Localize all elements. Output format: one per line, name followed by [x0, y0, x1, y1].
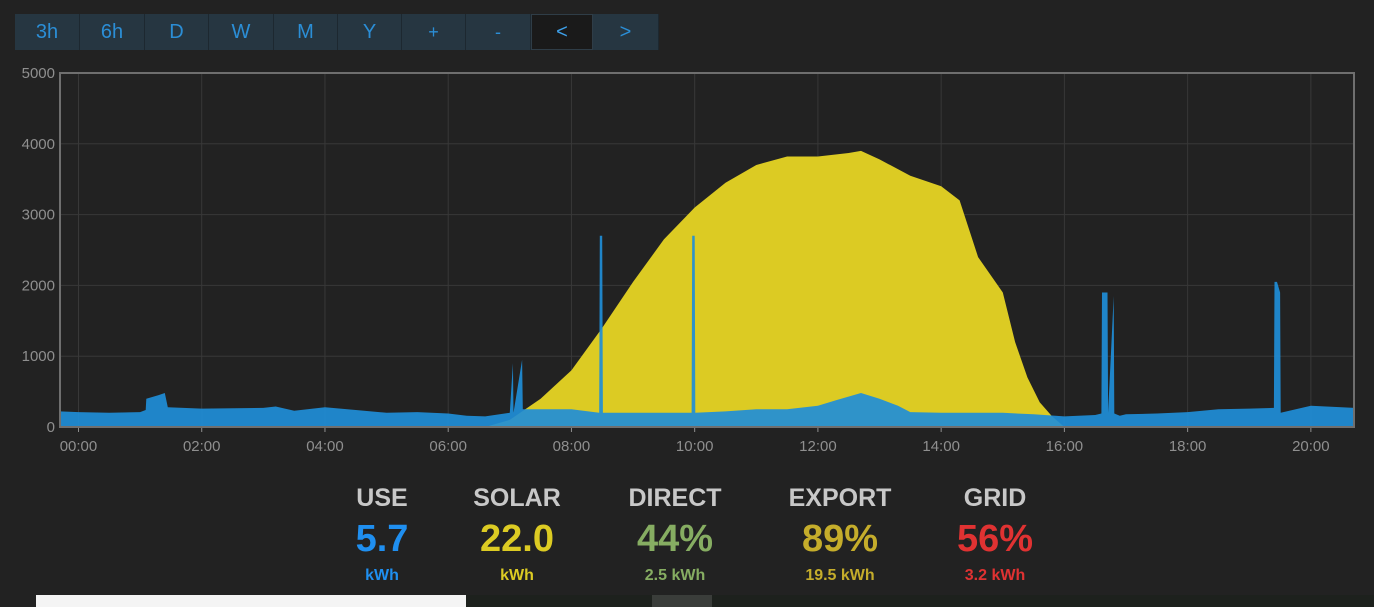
y-tick-label: 1000: [22, 348, 55, 365]
power-chart-svg[interactable]: 0 1000 2000 3000 4000 5000 00:00 02:00 04:00 06:0…: [0, 60, 1374, 460]
x-tick-label: 04:00: [306, 438, 344, 455]
time-range-toolbar: 3h 6h D W M Y + - < >: [15, 14, 659, 50]
bottom-bar: [466, 595, 1374, 607]
y-tick-label: 2000: [22, 277, 55, 294]
stat-value: 44%: [636, 518, 714, 560]
x-tick-label: 12:00: [799, 438, 837, 455]
stat-label: EXPORT: [788, 484, 892, 512]
range-6h-button[interactable]: 6h: [80, 14, 145, 50]
stat-value: 22.0: [480, 518, 554, 560]
stat-solar: SOLAR 22.0 kWh: [437, 484, 597, 585]
range-year-button[interactable]: Y: [338, 14, 402, 50]
x-tick-label: 08:00: [553, 438, 591, 455]
x-tick-label: 18:00: [1169, 438, 1207, 455]
stat-unit: 19.5 kWh: [805, 567, 875, 584]
previous-button[interactable]: <: [531, 14, 593, 50]
bottom-tab[interactable]: [652, 595, 712, 607]
y-tick-label: 5000: [22, 65, 55, 82]
stat-label: USE: [356, 484, 408, 512]
x-tick-label: 16:00: [1046, 438, 1084, 455]
stat-label: GRID: [963, 484, 1027, 512]
zoom-in-button[interactable]: +: [402, 14, 466, 50]
stat-value: 5.7: [355, 518, 409, 560]
range-3h-button[interactable]: 3h: [15, 14, 80, 50]
x-tick-label: 20:00: [1292, 438, 1330, 455]
stat-unit: 2.5 kWh: [644, 567, 706, 584]
bottom-panel: [36, 595, 466, 607]
next-button[interactable]: >: [593, 14, 659, 50]
stat-grid: GRID 56% 3.2 kWh: [915, 484, 1075, 585]
chart-axes: 0 1000 2000 3000 4000 5000 00:00 02:00 04:00 06:0…: [22, 65, 1355, 455]
stat-direct: DIRECT 44% 2.5 kWh: [595, 484, 755, 585]
chart-areas: [60, 150, 1354, 427]
zoom-out-button[interactable]: -: [466, 14, 531, 50]
stat-label: SOLAR: [473, 484, 561, 512]
stat-value: 89%: [801, 518, 879, 560]
x-tick-label: 02:00: [183, 438, 221, 455]
y-tick-label: 4000: [22, 136, 55, 153]
stat-use: USE 5.7 kWh: [302, 484, 462, 585]
stat-unit: kWh: [500, 567, 534, 584]
y-tick-label: 3000: [22, 207, 55, 224]
range-day-button[interactable]: D: [145, 14, 209, 50]
x-tick-label: 06:00: [429, 438, 467, 455]
stat-label: DIRECT: [628, 484, 722, 512]
energy-summary: USE 5.7 kWh SOLAR 22.0 kWh DIRECT 44% 2.…: [320, 484, 1060, 594]
plot-border: [59, 72, 1355, 428]
stat-unit: kWh: [365, 567, 399, 584]
stat-unit: 3.2 kWh: [964, 567, 1026, 584]
range-week-button[interactable]: W: [209, 14, 274, 50]
x-tick-label: 10:00: [676, 438, 714, 455]
y-tick-label: 0: [47, 419, 55, 436]
solar-area: [485, 150, 1065, 427]
x-tick-label: 00:00: [60, 438, 98, 455]
stat-value: 56%: [956, 518, 1034, 560]
x-tick-label: 14:00: [922, 438, 960, 455]
power-chart[interactable]: 0 1000 2000 3000 4000 5000 00:00 02:00 04:00 06:0…: [0, 60, 1374, 460]
range-month-button[interactable]: M: [274, 14, 338, 50]
stat-export: EXPORT 89% 19.5 kWh: [760, 484, 920, 585]
